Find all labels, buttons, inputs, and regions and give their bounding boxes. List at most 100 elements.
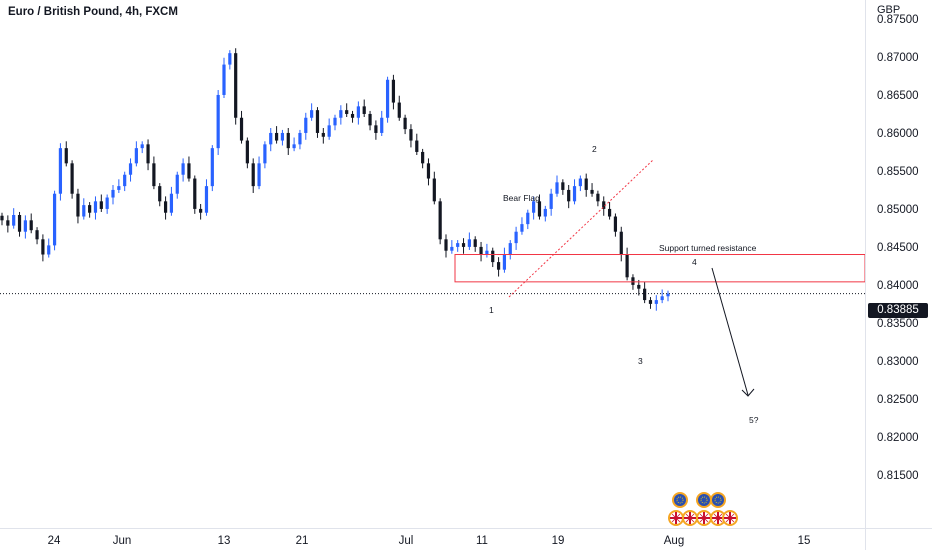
candle: [117, 179, 121, 193]
candle: [292, 137, 296, 152]
candle-body: [304, 117, 308, 133]
candle: [47, 238, 51, 258]
candle: [421, 148, 425, 169]
candle-body: [584, 178, 588, 190]
candle-body: [152, 163, 156, 187]
candle-body: [134, 148, 138, 164]
candle: [269, 128, 273, 152]
candle: [426, 158, 431, 186]
time-axis-divider: [0, 528, 932, 529]
candle-body: [602, 201, 606, 209]
candle-body: [146, 144, 150, 164]
candle: [12, 208, 16, 229]
candle-body: [578, 178, 582, 187]
time-axis-labels: 24 Jun 13 21 Jul 11 19 Aug 15: [48, 535, 811, 547]
candle-body: [199, 208, 203, 213]
candle: [391, 74, 396, 110]
candle: [274, 126, 279, 144]
y-tick-label: 0.84500: [877, 242, 919, 254]
candle: [82, 198, 86, 220]
candle-body: [52, 193, 57, 246]
candle-body: [29, 220, 33, 231]
candle: [111, 184, 115, 205]
eu-flag-icon: [696, 492, 712, 508]
candle: [625, 247, 629, 281]
x-tick-label: 11: [476, 535, 488, 547]
candle: [298, 129, 302, 150]
candle: [321, 128, 325, 144]
x-tick-label: 15: [798, 535, 811, 547]
drawings-layer: Bear Flag Support turned resistance 1 2 3 4 5?: [0, 144, 866, 425]
candle-body: [216, 94, 220, 149]
candle: [76, 188, 80, 224]
candle: [648, 297, 653, 309]
candle: [479, 241, 483, 262]
candle: [666, 290, 670, 302]
candle-body: [362, 106, 366, 114]
candle-body: [35, 230, 39, 240]
candle: [350, 110, 355, 123]
candle: [93, 196, 98, 220]
candle: [280, 129, 285, 146]
candle: [140, 141, 144, 154]
candle-body: [187, 163, 191, 179]
eu-flag-icon: [672, 492, 688, 508]
candle: [508, 240, 512, 260]
candle: [467, 232, 471, 250]
candle-body: [123, 174, 127, 187]
candle: [257, 156, 261, 190]
candle: [216, 90, 220, 155]
candle-body: [450, 246, 454, 251]
candle-body: [631, 277, 635, 285]
candle-body: [251, 163, 255, 187]
candle-body: [93, 201, 98, 213]
x-tick-label: 19: [552, 535, 565, 547]
candle-body: [76, 193, 80, 217]
candle: [543, 205, 547, 222]
candle: [374, 120, 378, 140]
candle: [29, 213, 33, 234]
uk-flag-icon: [722, 510, 738, 526]
candle-body: [269, 132, 273, 145]
y-tick-label: 0.86500: [877, 90, 919, 102]
candle: [222, 57, 226, 99]
candle: [134, 141, 138, 167]
candle-body: [47, 245, 51, 255]
candle: [403, 114, 407, 135]
candle: [654, 295, 658, 311]
candle: [234, 48, 238, 125]
y-tick-label: 0.83500: [877, 318, 919, 330]
candle: [514, 226, 518, 250]
candle-body: [643, 288, 647, 301]
candle: [362, 99, 366, 117]
x-tick-label: Jul: [399, 535, 414, 547]
price-axis-divider: [865, 0, 866, 550]
candle: [555, 175, 559, 197]
candle: [584, 173, 588, 197]
wave-1-label: 1: [489, 305, 494, 315]
y-tick-label: 0.87500: [877, 14, 919, 26]
candle: [637, 279, 641, 296]
candle-body: [654, 300, 658, 304]
y-tick-label: 0.82000: [877, 432, 919, 444]
y-tick-label: 0.82500: [877, 394, 919, 406]
candle-body: [421, 151, 425, 164]
candle-body: [572, 186, 577, 202]
candle-body: [82, 205, 86, 217]
uk-flag-icon: [668, 510, 684, 526]
candle: [613, 213, 618, 237]
wave-5-label: 5?: [749, 415, 759, 425]
candle-body: [128, 163, 133, 175]
candle-body: [567, 189, 571, 202]
candle: [245, 137, 249, 169]
candle-body: [228, 53, 232, 65]
candle: [146, 139, 150, 171]
x-tick-label: Aug: [664, 535, 684, 547]
candle: [444, 234, 448, 258]
candle: [643, 281, 647, 304]
candle: [473, 236, 477, 252]
candle-body: [222, 64, 226, 95]
candle: [327, 118, 331, 140]
